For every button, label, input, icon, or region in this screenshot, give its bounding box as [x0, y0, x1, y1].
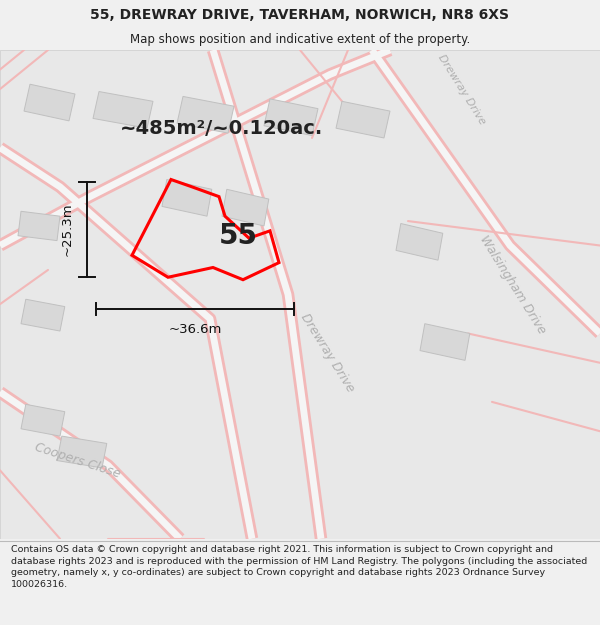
Polygon shape — [57, 436, 107, 468]
Text: ~485m²/~0.120ac.: ~485m²/~0.120ac. — [120, 119, 323, 138]
Polygon shape — [420, 324, 470, 361]
Text: Drewray Drive: Drewray Drive — [298, 311, 356, 395]
Polygon shape — [162, 179, 212, 216]
Text: Drewray Drive: Drewray Drive — [436, 52, 488, 126]
Text: Coopers Close: Coopers Close — [34, 441, 122, 481]
Text: 55, DREWRAY DRIVE, TAVERHAM, NORWICH, NR8 6XS: 55, DREWRAY DRIVE, TAVERHAM, NORWICH, NR… — [91, 8, 509, 22]
Polygon shape — [21, 299, 65, 331]
Polygon shape — [222, 189, 269, 226]
Polygon shape — [24, 84, 75, 121]
Text: Map shows position and indicative extent of the property.: Map shows position and indicative extent… — [130, 32, 470, 46]
Polygon shape — [18, 211, 60, 241]
Polygon shape — [336, 101, 390, 138]
Polygon shape — [21, 404, 65, 436]
Text: Contains OS data © Crown copyright and database right 2021. This information is : Contains OS data © Crown copyright and d… — [11, 545, 587, 589]
Text: ~25.3m: ~25.3m — [61, 202, 74, 256]
Polygon shape — [93, 91, 153, 128]
Text: 55: 55 — [219, 221, 258, 249]
Text: Walsingham Drive: Walsingham Drive — [478, 233, 548, 336]
Polygon shape — [177, 96, 234, 133]
Polygon shape — [264, 99, 318, 136]
Polygon shape — [396, 224, 443, 260]
Text: ~36.6m: ~36.6m — [169, 322, 221, 336]
